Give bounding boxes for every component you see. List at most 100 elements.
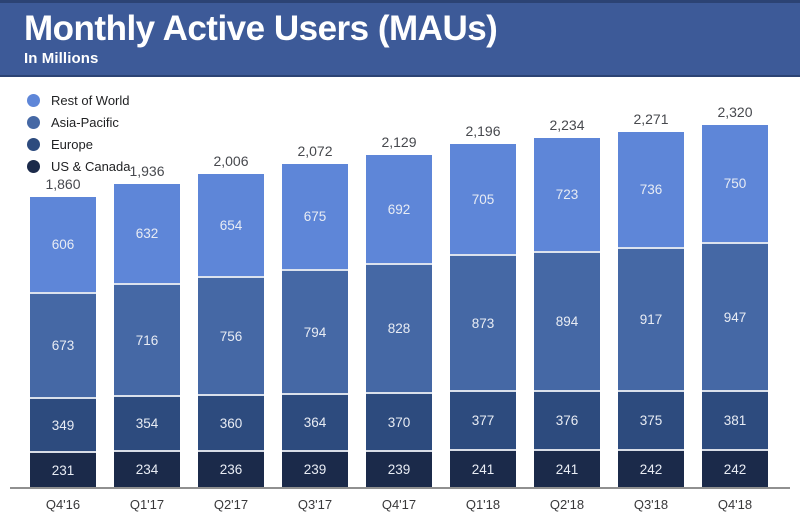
bar-column: 2,196 705 873 377 241: [450, 123, 516, 487]
x-axis-label: Q2'18: [549, 497, 585, 512]
x-axis-label: Q3'17: [297, 497, 333, 512]
bar-segment: 375: [618, 390, 684, 449]
segment-value-label: 756: [219, 328, 243, 344]
bar-segment: 239: [282, 450, 348, 487]
segment-value-label: 794: [303, 324, 327, 340]
bar-total-label: 1,936: [129, 163, 165, 179]
segment-value-label: 239: [387, 462, 411, 477]
bar-total-label: 2,006: [213, 153, 249, 169]
segment-value-label: 736: [639, 182, 663, 197]
segment-value-label: 242: [639, 461, 663, 477]
bar-column: 2,072 675 794 364 239: [282, 143, 348, 487]
bar-segment: 377: [450, 390, 516, 449]
segment-value-label: 376: [555, 413, 579, 428]
bar-column: 2,271 736 917 375 242: [618, 111, 684, 487]
legend-color-dot-icon: [27, 115, 40, 129]
bar-segment: 241: [534, 449, 600, 487]
legend: Rest of World Asia-Pacific Europe US & Cana…: [27, 89, 131, 177]
segment-value-label: 360: [219, 415, 243, 431]
bar-segment: 947: [702, 242, 768, 390]
bar-segment: 794: [282, 269, 348, 393]
segment-value-label: 364: [303, 415, 327, 430]
x-axis-labels: Q4'16 Q1'17 Q2'17 Q3'17 Q4'17 Q1'18 Q2'18 Q3'18…: [30, 497, 768, 512]
bar-segment: 632: [114, 184, 180, 283]
segment-value-label: 241: [555, 461, 579, 477]
segment-value-label: 716: [135, 332, 159, 348]
legend-color-dot-icon: [27, 137, 40, 151]
segment-value-label: 632: [135, 226, 159, 241]
x-axis-line: [10, 487, 790, 489]
segment-value-label: 354: [135, 416, 159, 431]
legend-item: Europe: [27, 133, 131, 155]
segment-value-label: 375: [639, 413, 663, 428]
bar-segment: 750: [702, 125, 768, 242]
bar-column: 2,006 654 756 360 236: [198, 153, 264, 487]
bar-segment: 242: [618, 449, 684, 487]
legend-label: Asia-Pacific: [51, 114, 119, 130]
bar-segment: 828: [366, 263, 432, 392]
segment-value-label: 828: [387, 321, 411, 336]
bar-segment: 360: [198, 394, 264, 450]
segment-value-label: 692: [387, 201, 411, 217]
legend-color-dot-icon: [27, 93, 40, 107]
bar-total-label: 1,860: [45, 176, 81, 192]
segment-value-label: 234: [135, 462, 159, 477]
bar-column: 1,936 632 716 354 234: [114, 163, 180, 487]
bar-segment: 364: [282, 393, 348, 450]
segment-value-label: 917: [639, 312, 663, 327]
x-axis-label: Q4'17: [381, 497, 417, 512]
x-axis-label: Q1'18: [465, 497, 501, 512]
bar-segment: 354: [114, 395, 180, 450]
legend-label: Europe: [51, 136, 93, 152]
bar-segment: 242: [702, 449, 768, 487]
legend-item: US & Canada: [27, 155, 131, 177]
bar-total-label: 2,320: [717, 104, 753, 120]
bar-segment: 370: [366, 392, 432, 450]
bar-segment: 234: [114, 450, 180, 487]
legend-color-dot-icon: [27, 159, 40, 173]
bar-segment: 239: [366, 450, 432, 487]
bar-segment: 349: [30, 397, 96, 451]
bar-segment: 381: [702, 390, 768, 449]
legend-label: US & Canada: [51, 158, 131, 174]
bars-container: 1,860 606 673 349 231 1,936 632 716 354 234 2,006 6…: [30, 85, 768, 487]
chart-subtitle: In Millions: [24, 50, 99, 68]
bar-segment: 917: [618, 247, 684, 390]
legend-item: Rest of World: [27, 89, 131, 111]
segment-value-label: 370: [387, 414, 411, 430]
x-axis-label: Q1'17: [129, 497, 165, 512]
x-axis-label: Q4'16: [45, 497, 81, 512]
segment-value-label: 231: [51, 462, 75, 478]
bar-segment: 231: [30, 451, 96, 487]
bar-column: 2,320 750 947 381 242: [702, 104, 768, 487]
bar-total-label: 2,271: [633, 111, 669, 127]
bar-total-label: 2,234: [549, 117, 585, 133]
plot-area: 1,860 606 673 349 231 1,936 632 716 354 234 2,006 6…: [30, 85, 768, 487]
x-axis-label: Q3'18: [633, 497, 669, 512]
segment-value-label: 606: [51, 237, 75, 252]
segment-value-label: 873: [471, 315, 495, 331]
bar-total-label: 2,196: [465, 123, 501, 139]
bar-segment: 723: [534, 138, 600, 251]
segment-value-label: 236: [219, 462, 243, 477]
bar-total-label: 2,129: [381, 134, 417, 150]
segment-value-label: 349: [51, 417, 75, 433]
segment-value-label: 675: [303, 209, 327, 224]
bar-segment: 241: [450, 449, 516, 487]
bar-segment: 716: [114, 283, 180, 395]
bar-segment: 606: [30, 197, 96, 292]
bar-segment: 756: [198, 276, 264, 394]
segment-value-label: 242: [723, 461, 747, 477]
bar-segment: 736: [618, 132, 684, 247]
segment-value-label: 241: [471, 461, 495, 477]
bar-segment: 654: [198, 174, 264, 276]
bar-segment: 376: [534, 390, 600, 449]
bar-segment: 873: [450, 254, 516, 390]
bar-segment: 705: [450, 144, 516, 254]
bar-column: 2,129 692 828 370 239: [366, 134, 432, 487]
segment-value-label: 377: [471, 413, 495, 428]
legend-item: Asia-Pacific: [27, 111, 131, 133]
chart-title: Monthly Active Users (MAUs): [24, 9, 498, 48]
segment-value-label: 654: [219, 217, 243, 233]
